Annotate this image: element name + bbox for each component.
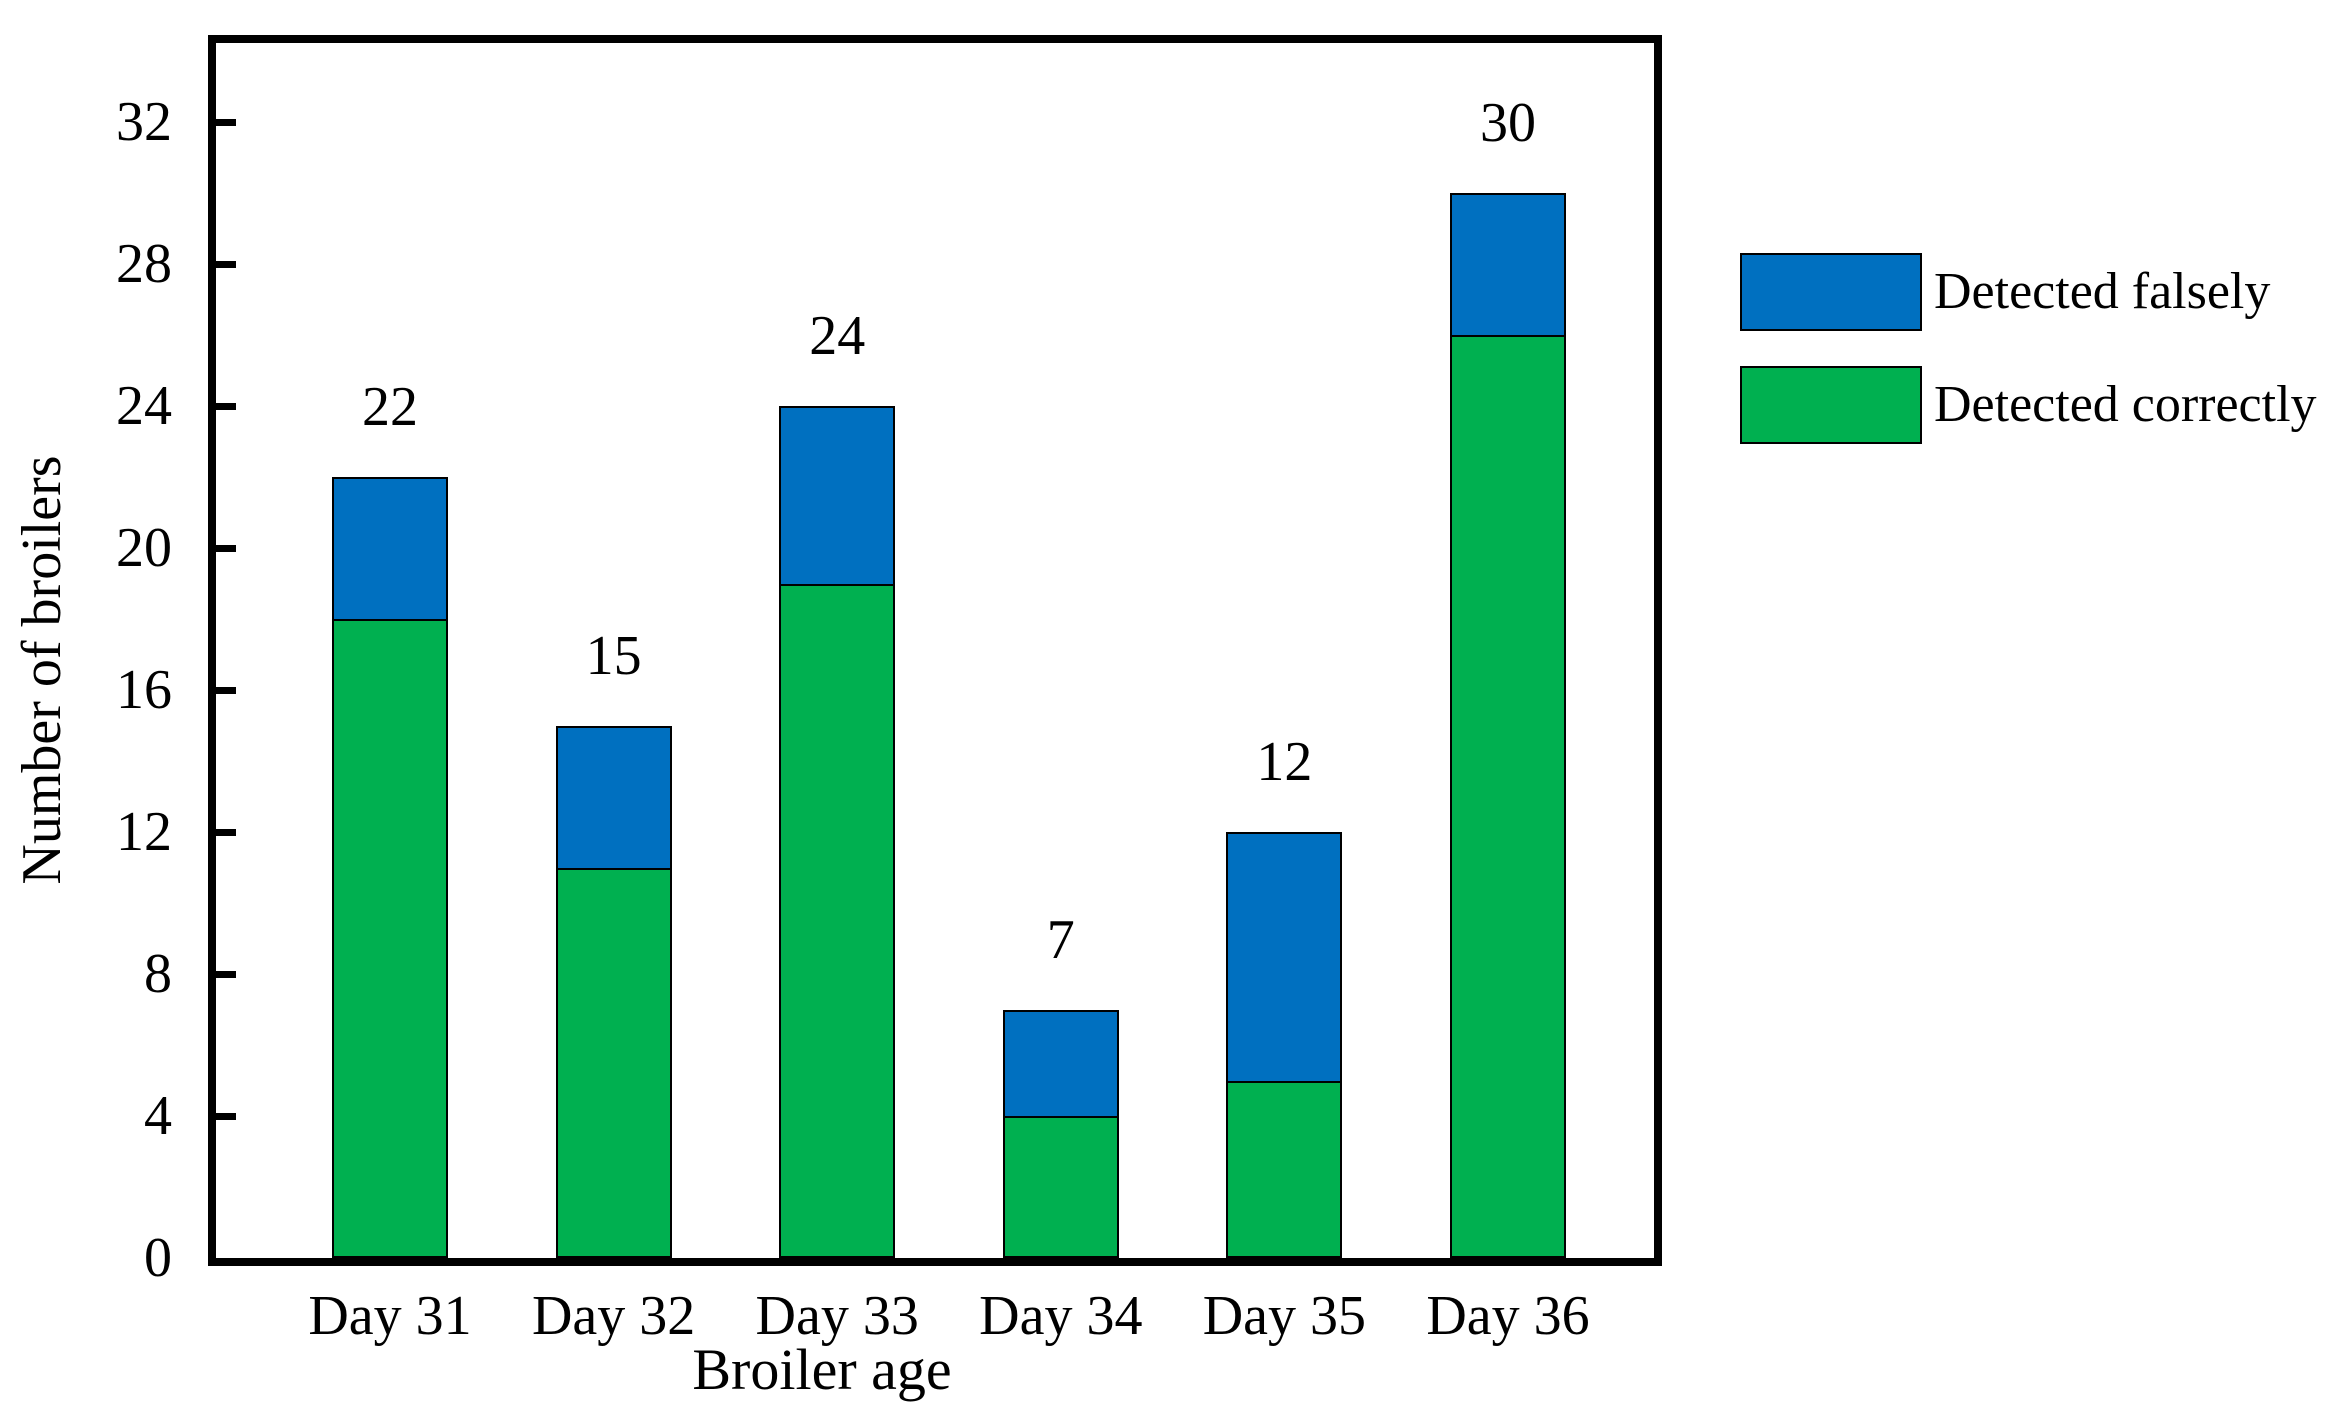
x-category-label-day-31: Day 31 <box>308 1285 472 1347</box>
bar-total-label-day-35: 12 <box>1256 731 1313 793</box>
bar-total-label-day-36: 30 <box>1480 92 1536 154</box>
bar-day-34 <box>1002 1009 1119 1258</box>
y-tick-label-28: 28 <box>116 233 172 295</box>
bar-segment-detected-falsely <box>334 479 446 621</box>
y-tick-label-20: 20 <box>116 517 172 579</box>
bar-total-label-day-33: 24 <box>809 305 866 367</box>
bar-day-31 <box>332 477 448 1258</box>
bar-total-label-day-32: 15 <box>585 624 642 687</box>
plot-inner: 22 15 24 7 12 30 <box>216 43 1654 1258</box>
bar-segment-detected-falsely <box>1228 834 1341 1083</box>
x-category-label-day-33: Day 33 <box>755 1285 919 1347</box>
x-category-label-day-34: Day 34 <box>979 1285 1143 1347</box>
y-tick-32 <box>216 118 236 126</box>
y-tick-label-8: 8 <box>144 943 172 1005</box>
bar-day-33 <box>779 406 896 1258</box>
y-tick-label-16: 16 <box>116 659 172 721</box>
x-category-label-day-32: Day 32 <box>531 1285 696 1347</box>
legend-label-detected-falsely: Detected falsely <box>1934 263 2271 320</box>
y-tick-28 <box>216 260 236 268</box>
y-tick-label-24: 24 <box>116 375 172 437</box>
x-category-label-day-35: Day 35 <box>1202 1285 1367 1347</box>
legend-swatch-detected-correctly <box>1740 366 1922 444</box>
x-category-label-day-36: Day 36 <box>1426 1285 1590 1347</box>
legend-swatch-detected-falsely <box>1740 253 1922 331</box>
bar-segment-detected-falsely <box>1004 1011 1117 1118</box>
y-tick-label-4: 4 <box>144 1085 172 1147</box>
y-tick-4 <box>216 1112 236 1120</box>
y-tick-label-32: 32 <box>116 91 172 153</box>
bar-day-35 <box>1226 832 1343 1258</box>
x-axis-title: Broiler age <box>692 1337 952 1402</box>
y-tick-label-12: 12 <box>116 801 172 863</box>
y-tick-12 <box>216 828 236 836</box>
bar-segment-detected-falsely <box>557 727 670 870</box>
y-tick-16 <box>216 686 236 694</box>
bar-total-label-day-34: 7 <box>1046 908 1075 971</box>
y-tick-20 <box>216 544 236 552</box>
y-tick-label-0: 0 <box>144 1227 172 1289</box>
plot-area: 22 15 24 7 12 30 <box>208 35 1662 1266</box>
y-tick-8 <box>216 970 236 978</box>
bar-segment-detected-falsely <box>1452 195 1564 337</box>
bar-day-36 <box>1450 193 1566 1258</box>
bar-total-label-day-31: 22 <box>362 376 418 438</box>
bar-day-32 <box>555 725 672 1258</box>
bar-segment-detected-falsely <box>781 408 894 586</box>
y-tick-24 <box>216 402 236 410</box>
legend-label-detected-correctly: Detected correctly <box>1934 376 2317 433</box>
